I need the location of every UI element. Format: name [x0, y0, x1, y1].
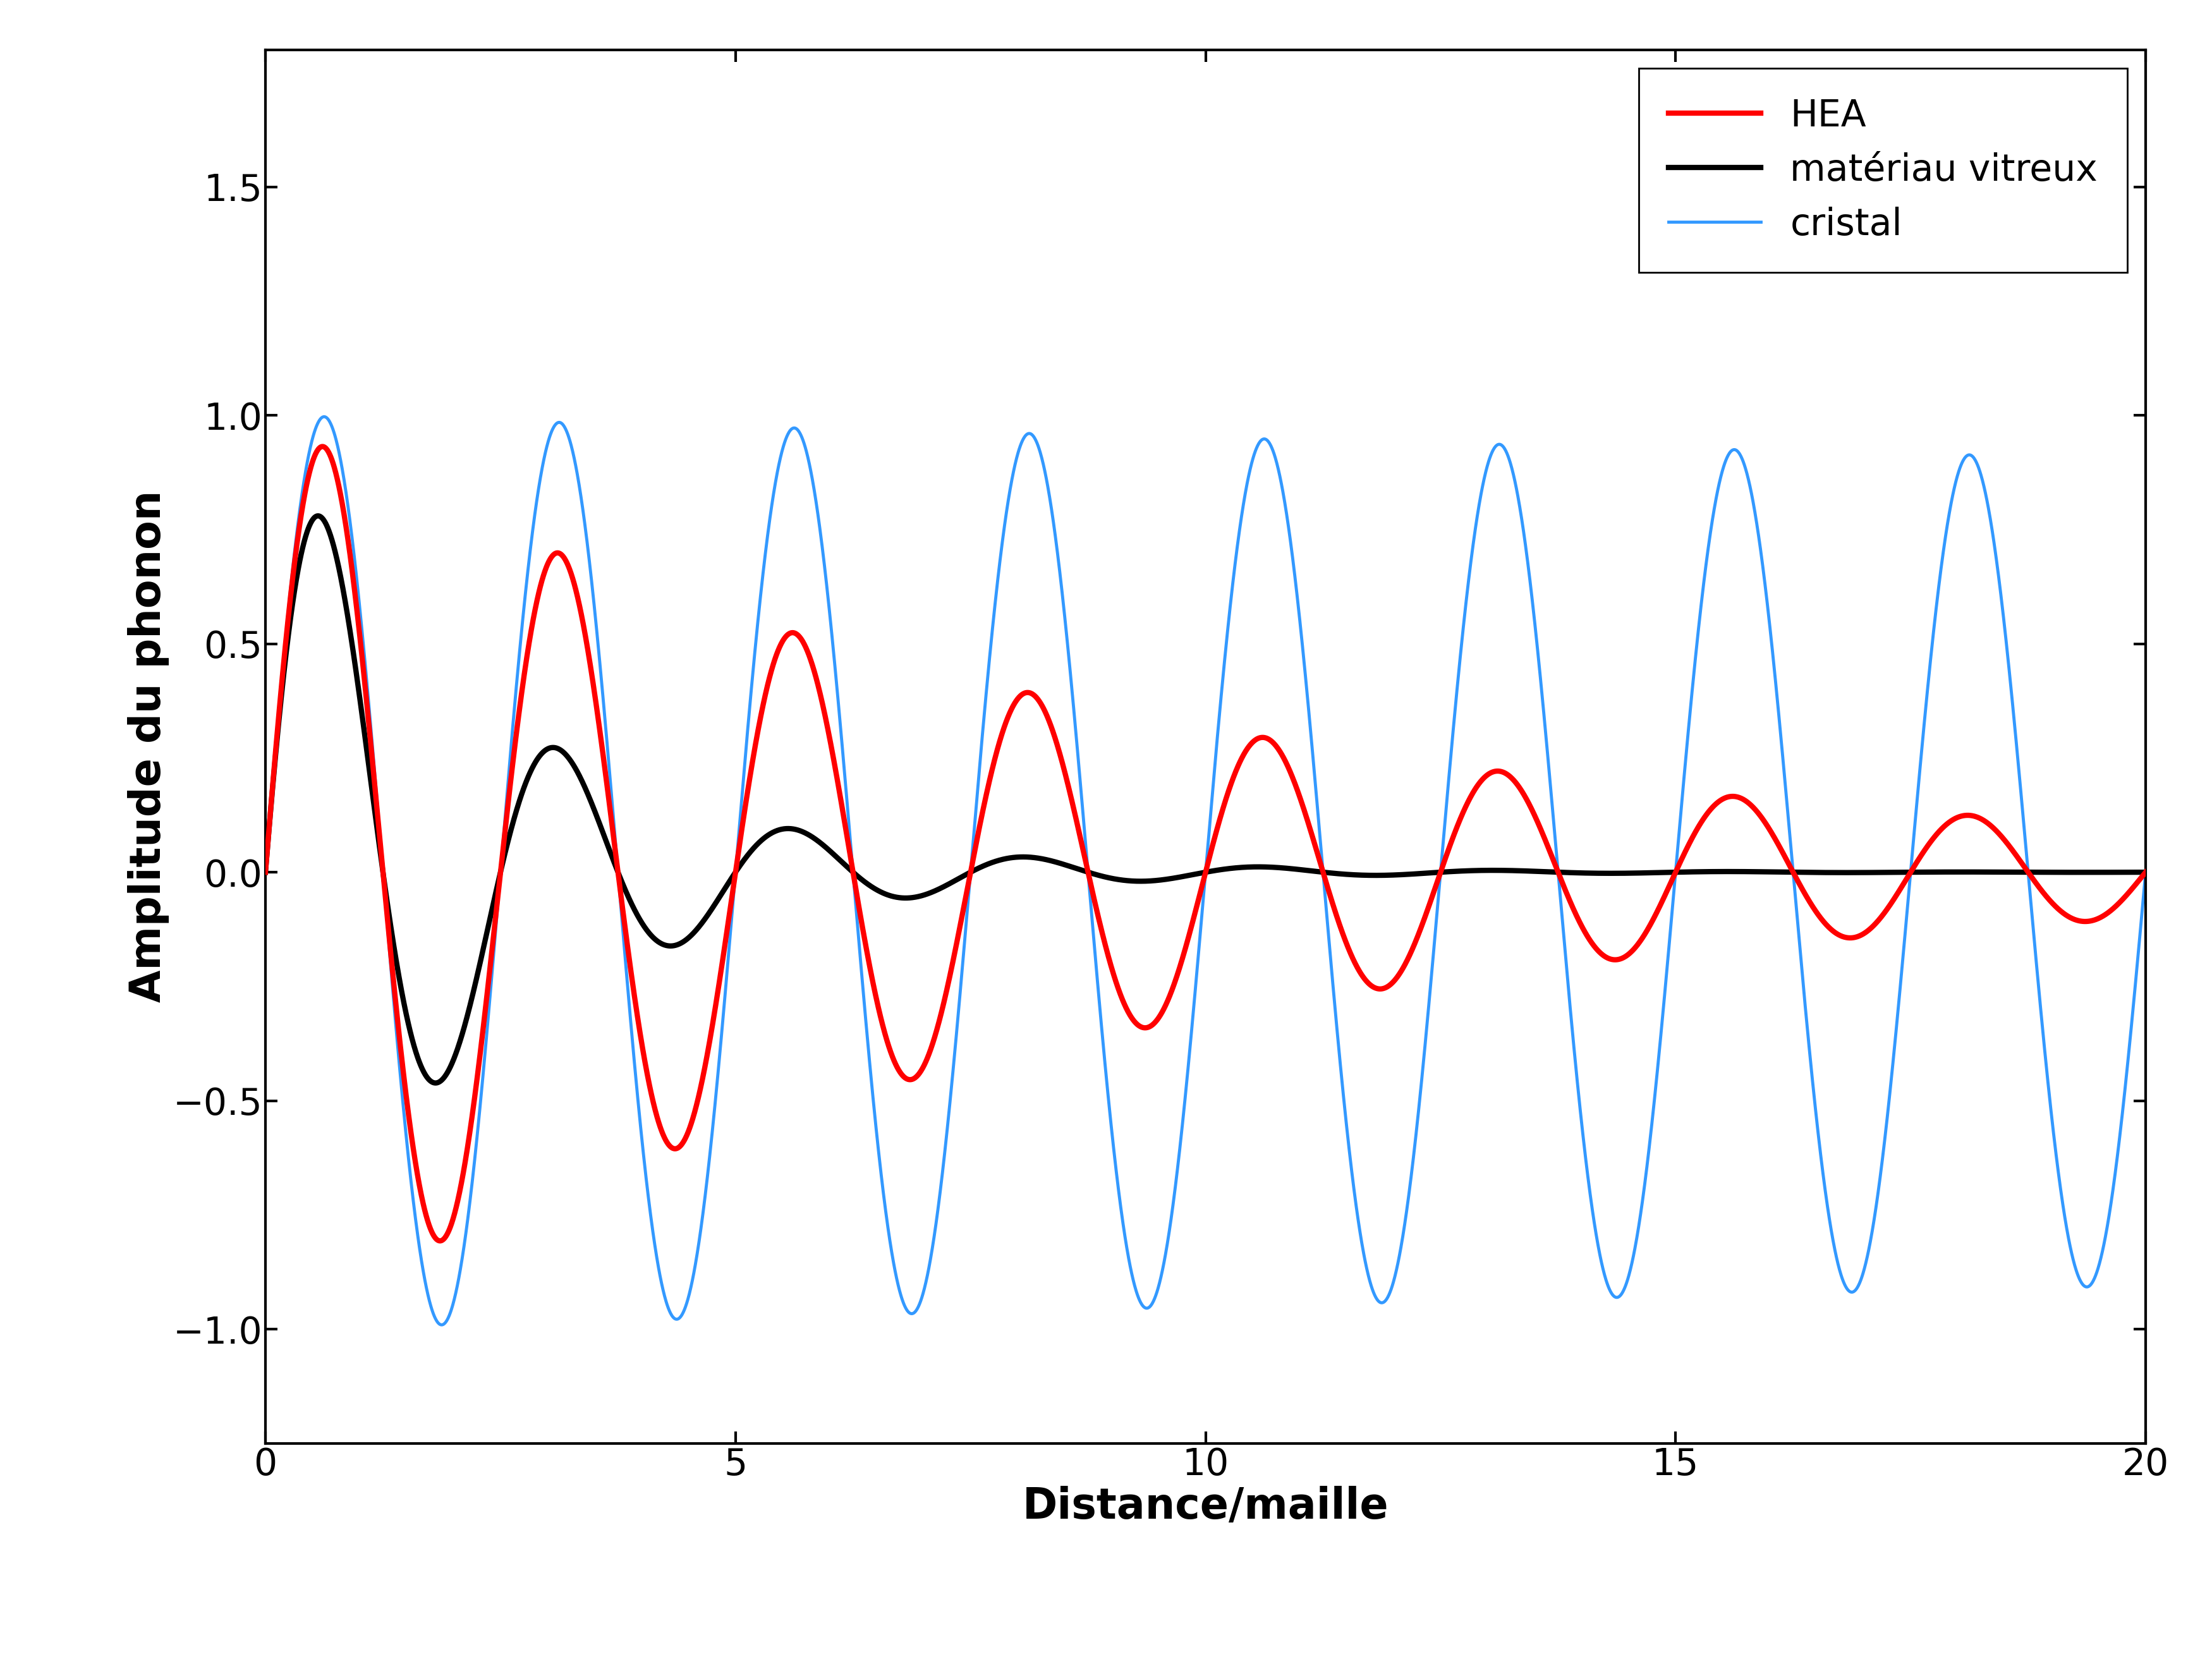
- cristal: [2132, 863, 2159, 883]
- matériau vitreux: [1475, 861, 1502, 881]
- matériau vitreux: [1380, 864, 1407, 884]
- HEA: [1380, 971, 1407, 990]
- Y-axis label: Amplitude du phonon: Amplitude du phonon: [128, 491, 170, 1002]
- matériau vitreux: [252, 863, 279, 883]
- HEA: [2132, 863, 2159, 883]
- cristal: [971, 700, 998, 720]
- cristal: [1475, 451, 1502, 471]
- HEA: [1657, 876, 1683, 896]
- cristal: [1657, 936, 1683, 956]
- matériau vitreux: [422, 1073, 449, 1093]
- cristal: [595, 740, 622, 760]
- cristal: [252, 863, 279, 883]
- HEA: [1798, 896, 1825, 916]
- HEA: [310, 436, 336, 456]
- HEA: [595, 781, 622, 801]
- HEA: [1475, 763, 1502, 783]
- matériau vitreux: [595, 836, 622, 856]
- X-axis label: Distance/maille: Distance/maille: [1022, 1486, 1389, 1528]
- Legend: HEA, matériau vitreux, cristal: HEA, matériau vitreux, cristal: [1639, 68, 2128, 272]
- matériau vitreux: [971, 856, 998, 876]
- matériau vitreux: [305, 506, 332, 526]
- HEA: [427, 1231, 453, 1251]
- matériau vitreux: [1657, 863, 1683, 883]
- cristal: [1380, 1271, 1407, 1291]
- HEA: [971, 793, 998, 813]
- matériau vitreux: [1798, 863, 1825, 883]
- Line: cristal: cristal: [265, 416, 2146, 1326]
- cristal: [1798, 1067, 1825, 1087]
- Line: HEA: HEA: [265, 446, 2146, 1241]
- matériau vitreux: [2132, 863, 2159, 883]
- HEA: [252, 863, 279, 883]
- cristal: [429, 1316, 456, 1335]
- cristal: [312, 406, 338, 426]
- Line: matériau vitreux: matériau vitreux: [265, 516, 2146, 1083]
